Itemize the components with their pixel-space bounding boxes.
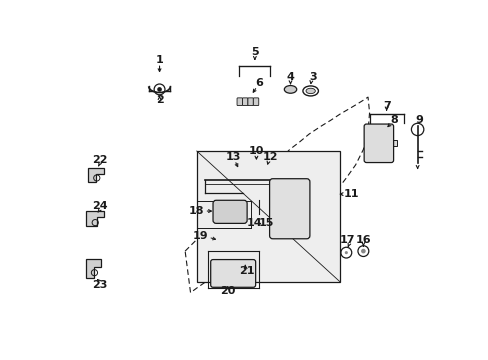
FancyBboxPatch shape <box>253 98 258 105</box>
Circle shape <box>344 251 347 254</box>
Polygon shape <box>88 168 103 182</box>
Text: 22: 22 <box>92 155 107 165</box>
Polygon shape <box>86 211 103 226</box>
Text: 5: 5 <box>250 48 258 58</box>
Text: 6: 6 <box>255 78 263 88</box>
FancyBboxPatch shape <box>269 179 309 239</box>
Bar <box>196 151 340 282</box>
Text: 21: 21 <box>239 266 254 276</box>
Text: 4: 4 <box>286 72 294 82</box>
Text: 16: 16 <box>355 235 370 245</box>
Text: 20: 20 <box>220 286 235 296</box>
Circle shape <box>261 211 276 226</box>
Text: 12: 12 <box>262 152 278 162</box>
Circle shape <box>257 217 260 220</box>
FancyBboxPatch shape <box>210 260 255 287</box>
Text: 15: 15 <box>258 219 274 228</box>
Text: 7: 7 <box>382 101 390 111</box>
Circle shape <box>326 190 334 198</box>
Circle shape <box>360 249 365 253</box>
Text: 2: 2 <box>155 95 163 105</box>
Ellipse shape <box>284 86 296 93</box>
FancyBboxPatch shape <box>242 98 247 105</box>
Text: 13: 13 <box>225 152 241 162</box>
FancyBboxPatch shape <box>364 124 393 163</box>
Text: 14: 14 <box>246 219 262 228</box>
Text: 9: 9 <box>414 115 422 125</box>
Text: 3: 3 <box>308 72 316 82</box>
Text: 18: 18 <box>189 206 204 216</box>
Polygon shape <box>86 259 101 278</box>
Text: 10: 10 <box>248 146 264 156</box>
Circle shape <box>242 256 245 259</box>
Text: 8: 8 <box>390 115 397 125</box>
Ellipse shape <box>305 88 315 94</box>
Bar <box>390 140 396 147</box>
FancyBboxPatch shape <box>237 98 242 105</box>
Text: 24: 24 <box>92 202 107 211</box>
Text: 19: 19 <box>192 231 208 241</box>
Circle shape <box>157 87 162 92</box>
Circle shape <box>222 240 225 243</box>
Text: 11: 11 <box>343 189 358 199</box>
Text: 1: 1 <box>155 55 163 65</box>
FancyBboxPatch shape <box>213 200 246 223</box>
Text: 17: 17 <box>340 235 355 245</box>
Circle shape <box>375 136 381 143</box>
FancyBboxPatch shape <box>247 98 253 105</box>
Text: 23: 23 <box>92 280 107 290</box>
